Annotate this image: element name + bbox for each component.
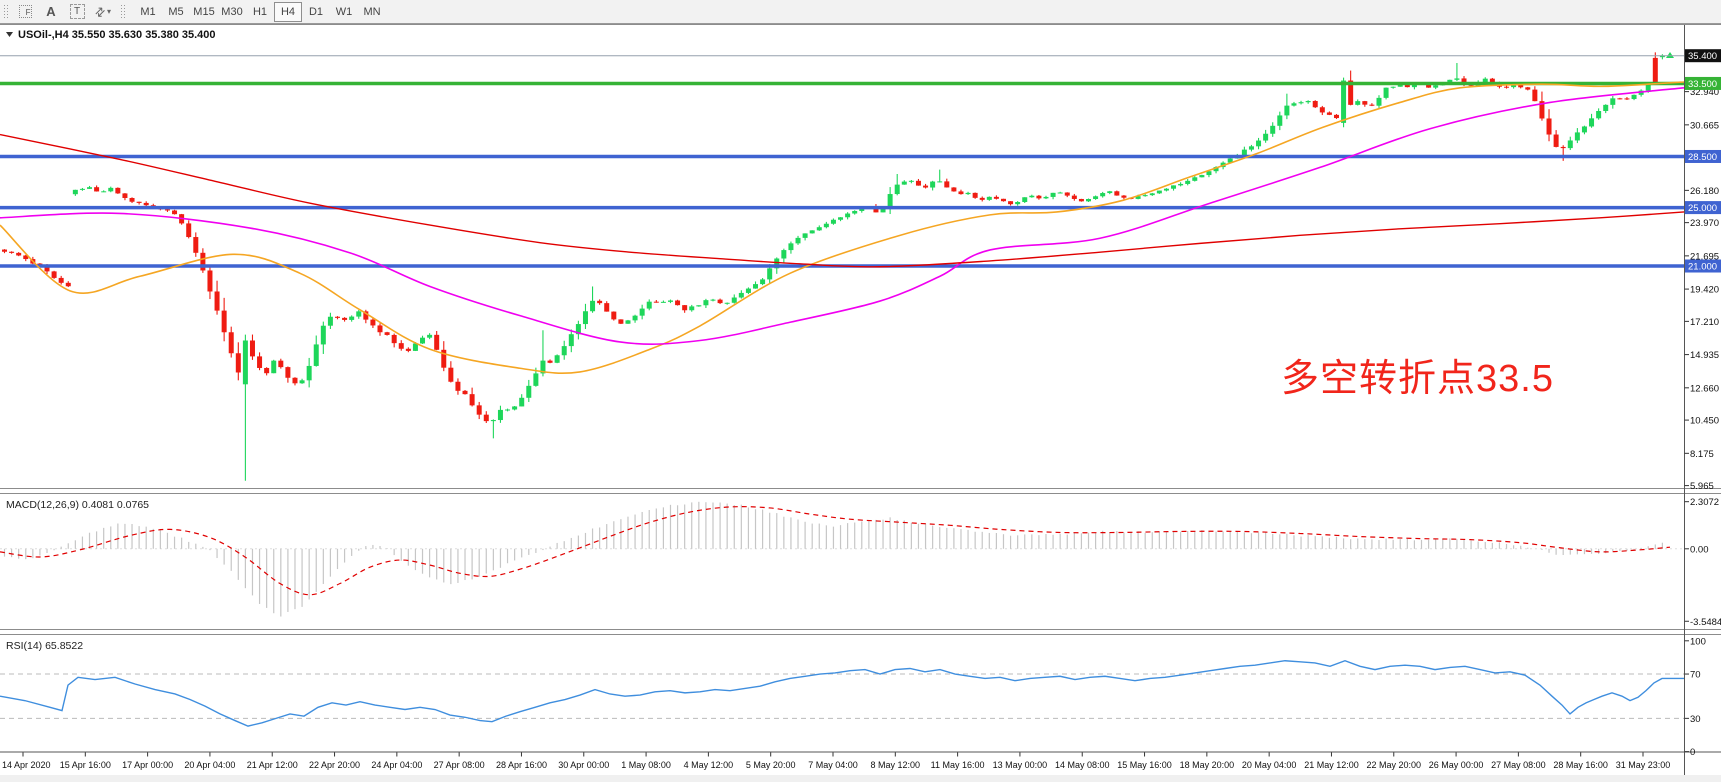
level-badge-25.000: 25.000 [1688, 203, 1717, 214]
price-tick-21.695: 21.695 [1690, 251, 1719, 262]
time-label: 4 May 12:00 [684, 760, 734, 770]
time-label: 17 Apr 00:00 [122, 760, 173, 770]
price-tick-30.665: 30.665 [1690, 120, 1719, 131]
macd-tick-2.3072: 2.3072 [1690, 497, 1719, 508]
time-label: 14 Apr 2020 [2, 760, 51, 770]
price-tick-23.970: 23.970 [1690, 218, 1719, 229]
time-label: 22 May 20:00 [1366, 760, 1421, 770]
ma_mid-line [0, 87, 1685, 345]
time-label: 1 May 08:00 [621, 760, 671, 770]
time-label: 24 Apr 04:00 [371, 760, 422, 770]
level-badge-21.000: 21.000 [1688, 262, 1717, 273]
rsi-tick-100: 100 [1690, 636, 1706, 647]
rsi-label: RSI(14) 65.8522 [6, 640, 83, 652]
rsi-tick-70: 70 [1690, 670, 1701, 681]
time-label: 27 Apr 08:00 [434, 760, 485, 770]
text-label-icon: T [69, 4, 85, 19]
time-label: 28 Apr 16:00 [496, 760, 547, 770]
rsi-line [0, 659, 1684, 727]
chart-canvas[interactable]: 32.940 30.665 26.180 23.970 21.695 19.420 17.2… [0, 24, 1721, 782]
rsi-tick-30: 30 [1690, 714, 1701, 725]
timeframe-button-MN[interactable]: MN [358, 2, 386, 22]
time-label: 15 Apr 16:00 [60, 760, 111, 770]
swap-arrows-icon: ⇄ [91, 2, 109, 21]
price-tick-8.175: 8.175 [1690, 449, 1714, 460]
price-tick-10.450: 10.450 [1690, 416, 1719, 427]
time-label: 26 May 00:00 [1429, 760, 1484, 770]
level-badge-33.500: 33.500 [1688, 79, 1717, 90]
time-label: 20 Apr 04:00 [184, 760, 235, 770]
chart-area: 32.940 30.665 26.180 23.970 21.695 19.420 17.2… [0, 24, 1721, 782]
macd-signal-line [0, 506, 1671, 596]
font-a-icon-button[interactable]: A [39, 2, 63, 22]
timeframe-button-M30[interactable]: M30 [218, 2, 246, 22]
moving-averages-layer [0, 81, 1685, 374]
f-grid-icon: F [18, 5, 32, 18]
timeframe-button-group: M1 M5 M15 M30 H1 H4 D1 W1 MN [134, 1, 386, 22]
price-tick-12.660: 12.660 [1690, 383, 1719, 394]
time-label: 18 May 20:00 [1180, 760, 1235, 770]
timeframe-button-W1[interactable]: W1 [330, 2, 358, 22]
time-label: 27 May 08:00 [1491, 760, 1546, 770]
timeframe-button-D1[interactable]: D1 [302, 2, 330, 22]
timeframe-button-H4[interactable]: H4 [274, 1, 302, 22]
time-label: 20 May 04:00 [1242, 760, 1297, 770]
timeframe-button-M5[interactable]: M5 [162, 2, 190, 22]
rsi-tick-0: 0 [1690, 747, 1695, 758]
rsi-panel [0, 659, 1684, 727]
toolbar-grip[interactable] [3, 3, 8, 20]
time-label: 21 May 12:00 [1304, 760, 1359, 770]
price-tick-14.935: 14.935 [1690, 350, 1719, 361]
timeframe-button-M1[interactable]: M1 [134, 2, 162, 22]
time-label: 30 Apr 00:00 [558, 760, 609, 770]
level-badge-28.500: 28.500 [1688, 152, 1717, 163]
price-tick-5.965: 5.965 [1690, 481, 1714, 492]
chevron-down-icon: ▾ [107, 7, 112, 16]
time-label: 15 May 16:00 [1117, 760, 1172, 770]
annotation-text[interactable]: 多空转折点33.5 [1281, 358, 1554, 400]
swap-arrows-icon-button[interactable]: ⇄ ▾ [91, 2, 115, 22]
time-label: 28 May 16:00 [1553, 760, 1608, 770]
time-label: 13 May 00:00 [993, 760, 1048, 770]
timeframe-button-M15[interactable]: M15 [190, 2, 218, 22]
time-label: 22 Apr 20:00 [309, 760, 360, 770]
price-tick-26.180: 26.180 [1690, 186, 1719, 197]
text-label-icon-button[interactable]: T [65, 2, 89, 22]
axes-layer: 32.940 30.665 26.180 23.970 21.695 19.420 17.2… [0, 25, 1721, 782]
price-tick-17.210: 17.210 [1690, 317, 1719, 328]
macd-panel [0, 501, 1684, 617]
f-grid-icon-button[interactable]: F [13, 2, 37, 22]
time-label: 14 May 08:00 [1055, 760, 1110, 770]
font-a-icon: A [46, 4, 56, 19]
price-tick-19.420: 19.420 [1690, 285, 1719, 296]
last-price-marker [1666, 52, 1674, 58]
price-tick-32.940: 32.940 [1690, 87, 1719, 98]
time-label: 8 May 12:00 [871, 760, 921, 770]
toolbar: F A T ⇄ ▾ M1 M5 M15 M30 H1 H4 D1 W1 MN [0, 0, 1721, 24]
chart-title: USOil-,H4 35.550 35.630 35.380 35.400 [18, 29, 216, 41]
time-label: 31 May 23:00 [1616, 760, 1671, 770]
ma_fast-line [0, 81, 1685, 374]
macd-label: MACD(12,26,9) 0.4081 0.0765 [6, 499, 149, 511]
macd-tick-0.00: 0.00 [1690, 544, 1709, 555]
toolbar-grip-2[interactable] [120, 3, 125, 20]
symbol-dropdown-arrow-icon[interactable] [6, 32, 13, 37]
chart-background [0, 24, 1721, 782]
time-label: 7 May 04:00 [808, 760, 858, 770]
time-label: 11 May 16:00 [931, 760, 985, 770]
time-label: 21 Apr 12:00 [247, 760, 298, 770]
macd-tick--3.5484: -3.5484 [1690, 617, 1721, 628]
current-price-badge: 35.400 [1688, 51, 1717, 62]
ma_slow-line [0, 133, 1685, 268]
time-label: 5 May 20:00 [746, 760, 796, 770]
timeframe-button-H1[interactable]: H1 [246, 2, 274, 22]
